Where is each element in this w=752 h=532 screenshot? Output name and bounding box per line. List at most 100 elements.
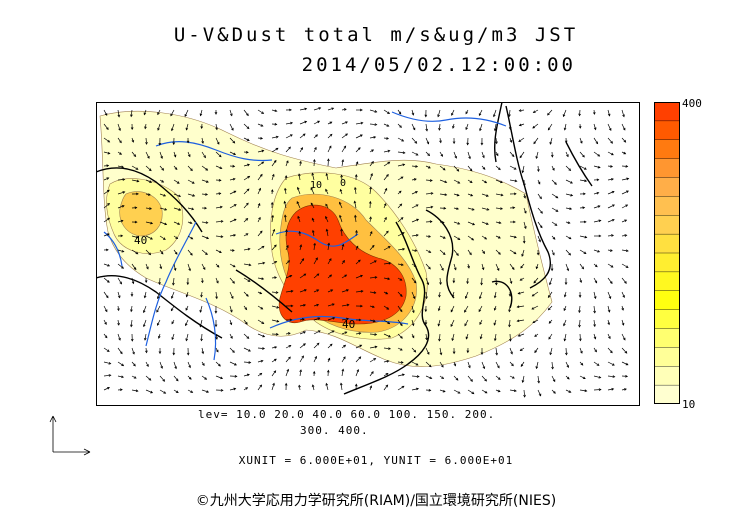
wind-arrow: [535, 151, 539, 159]
wind-arrow-head: [386, 124, 390, 127]
wind-arrow-head: [429, 179, 433, 182]
wind-arrow: [271, 229, 275, 237]
wind-arrow-head: [258, 216, 261, 220]
wind-arrow-head: [399, 125, 402, 128]
wind-arrow: [341, 121, 348, 125]
wind-arrow-head: [610, 265, 614, 268]
wind-arrow-head: [371, 371, 374, 374]
wind-arrow-head: [343, 108, 347, 111]
wind-arrow-head: [520, 265, 523, 269]
wind-arrow: [131, 389, 138, 392]
wind-arrow-head: [272, 228, 276, 232]
wind-arrow: [521, 249, 525, 257]
wind-arrow: [298, 385, 301, 391]
wind-arrow-head: [119, 281, 122, 285]
wind-arrow-head: [549, 141, 553, 145]
wind-arrow-head: [465, 111, 468, 115]
wind-arrow-head: [262, 347, 266, 350]
wind-arrow: [313, 257, 318, 265]
wind-arrow-head: [495, 352, 499, 356]
wind-arrow: [453, 235, 460, 240]
wind-arrow: [551, 207, 559, 212]
wind-arrow: [563, 319, 567, 326]
wind-arrow-head: [597, 165, 601, 169]
wind-arrow: [173, 361, 177, 369]
wind-arrow: [271, 370, 276, 377]
wind-arrow: [464, 305, 469, 313]
wind-arrow: [243, 188, 250, 195]
wind-arrow: [495, 193, 503, 196]
wind-arrow: [173, 207, 181, 211]
wind-arrow: [285, 260, 290, 265]
wind-arrow: [593, 137, 598, 144]
wind-arrow-head: [329, 274, 333, 278]
wind-arrow: [481, 207, 489, 211]
wind-arrow-head: [457, 181, 461, 184]
wind-arrow-head: [512, 206, 516, 210]
wind-arrow-head: [199, 113, 203, 117]
wind-arrow-head: [232, 264, 236, 268]
wind-arrow: [579, 347, 583, 354]
wind-arrow-head: [563, 294, 567, 298]
wind-arrow: [131, 361, 136, 367]
wind-arrow: [411, 375, 420, 377]
wind-arrow-head: [150, 237, 153, 240]
wind-arrow: [103, 387, 110, 391]
wind-arrow-head: [170, 128, 174, 132]
wind-arrow-head: [107, 217, 111, 221]
reference-vector-axes: [49, 415, 91, 456]
wind-arrow-head: [158, 351, 162, 355]
wind-arrow-head: [339, 382, 343, 386]
wind-arrow-head: [104, 309, 108, 313]
wind-arrow: [215, 137, 220, 145]
wind-arrow-head: [451, 294, 455, 298]
wind-arrow-head: [484, 236, 488, 240]
wind-arrow: [173, 263, 176, 271]
wind-arrow: [579, 165, 587, 170]
wind-arrow-head: [437, 308, 441, 312]
wind-arrow-head: [202, 363, 205, 367]
wind-arrow-head: [274, 122, 278, 126]
wind-arrow: [299, 273, 306, 279]
wind-arrow-head: [537, 181, 541, 185]
wind-arrow: [159, 165, 164, 171]
wind-arrow: [187, 389, 193, 393]
wind-arrow-head: [233, 218, 237, 222]
wind-arrow: [103, 361, 111, 365]
wind-arrow-head: [201, 351, 205, 355]
wind-arrow-head: [582, 154, 585, 158]
wind-arrow: [383, 373, 389, 377]
wind-arrow-head: [451, 338, 455, 342]
wind-arrow: [369, 216, 372, 223]
wind-arrow: [117, 179, 125, 181]
wind-arrow: [156, 305, 161, 313]
wind-arrow-head: [415, 233, 419, 237]
wind-arrow: [243, 347, 251, 352]
wind-arrow-head: [246, 294, 249, 297]
wind-arrow-head: [343, 356, 346, 360]
wind-arrow-head: [624, 219, 628, 223]
wind-arrow: [397, 137, 404, 142]
wind-arrow: [369, 276, 377, 279]
wind-arrow-head: [120, 234, 124, 238]
wind-arrow-head: [498, 167, 501, 171]
wind-arrow-head: [173, 154, 177, 158]
wind-arrow-head: [509, 338, 512, 342]
wind-arrow: [243, 218, 248, 223]
wind-arrow-head: [148, 252, 152, 256]
wind-arrow: [130, 305, 133, 312]
wind-arrow: [593, 277, 598, 283]
wind-arrow: [411, 305, 415, 313]
wind-arrow-head: [566, 376, 570, 380]
wind-arrow-head: [611, 190, 615, 194]
wind-arrow-head: [325, 215, 328, 219]
wind-arrow-head: [233, 152, 237, 156]
wind-arrow-head: [107, 387, 110, 390]
wind-arrow: [159, 361, 163, 369]
wind-arrow-head: [273, 159, 277, 163]
wind-arrow: [579, 375, 586, 379]
wind-arrow-head: [521, 253, 524, 257]
wind-arrow: [201, 375, 207, 380]
wind-arrow: [229, 109, 233, 116]
wind-arrow: [533, 137, 539, 144]
